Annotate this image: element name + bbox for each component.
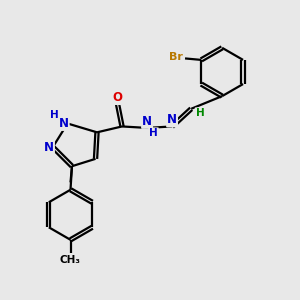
Text: N: N	[167, 113, 177, 127]
Text: N: N	[44, 141, 54, 154]
Text: H: H	[50, 110, 59, 120]
Text: O: O	[112, 91, 123, 104]
Text: N: N	[59, 117, 69, 130]
Text: CH₃: CH₃	[60, 254, 81, 265]
Text: Br: Br	[169, 52, 183, 62]
Text: H: H	[196, 108, 204, 118]
Text: N: N	[142, 115, 152, 128]
Text: H: H	[149, 128, 158, 138]
